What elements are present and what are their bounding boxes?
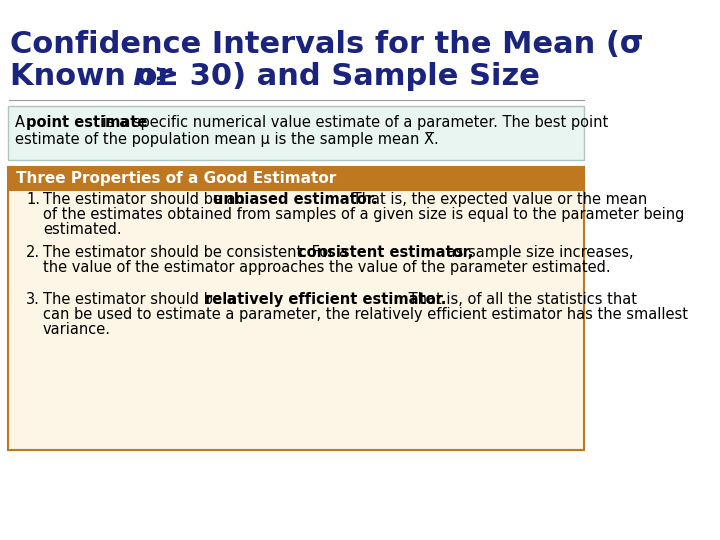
FancyBboxPatch shape xyxy=(8,167,585,450)
Text: Known or: Known or xyxy=(10,62,183,91)
Text: That is, of all the statistics that: That is, of all the statistics that xyxy=(404,292,636,307)
Text: point estimate: point estimate xyxy=(25,115,147,130)
Text: A: A xyxy=(15,115,30,130)
Text: consistent estimator,: consistent estimator, xyxy=(297,245,473,260)
Text: as sample size increases,: as sample size increases, xyxy=(442,245,634,260)
Text: the value of the estimator approaches the value of the parameter estimated.: the value of the estimator approaches th… xyxy=(42,260,611,275)
Text: ≥ 30) and Sample Size: ≥ 30) and Sample Size xyxy=(143,62,540,91)
Text: The estimator should be an: The estimator should be an xyxy=(42,192,249,207)
Text: The estimator should be consistent. For a: The estimator should be consistent. For … xyxy=(42,245,352,260)
Text: n: n xyxy=(132,62,153,91)
FancyBboxPatch shape xyxy=(8,167,585,191)
Text: variance.: variance. xyxy=(42,322,111,337)
FancyBboxPatch shape xyxy=(8,106,585,160)
Text: Confidence Intervals for the Mean (σ: Confidence Intervals for the Mean (σ xyxy=(10,30,644,59)
Text: 3.: 3. xyxy=(27,292,40,307)
Text: estimated.: estimated. xyxy=(42,222,122,237)
Text: relatively efficient estimator.: relatively efficient estimator. xyxy=(205,292,446,307)
Text: 2.: 2. xyxy=(27,245,40,260)
Text: Three Properties of a Good Estimator: Three Properties of a Good Estimator xyxy=(17,172,337,186)
Text: The estimator should be a: The estimator should be a xyxy=(42,292,240,307)
Text: 1.: 1. xyxy=(27,192,40,207)
Text: can be used to estimate a parameter, the relatively efficient estimator has the : can be used to estimate a parameter, the… xyxy=(42,307,688,322)
Text: That is, the expected value or the mean: That is, the expected value or the mean xyxy=(348,192,647,207)
Text: estimate of the population mean μ is the sample mean X̅.: estimate of the population mean μ is the… xyxy=(15,132,438,147)
Text: unbiased estimator.: unbiased estimator. xyxy=(213,192,377,207)
Text: of the estimates obtained from samples of a given size is equal to the parameter: of the estimates obtained from samples o… xyxy=(42,207,684,222)
Text: is a specific numerical value estimate of a parameter. The best point: is a specific numerical value estimate o… xyxy=(98,115,608,130)
